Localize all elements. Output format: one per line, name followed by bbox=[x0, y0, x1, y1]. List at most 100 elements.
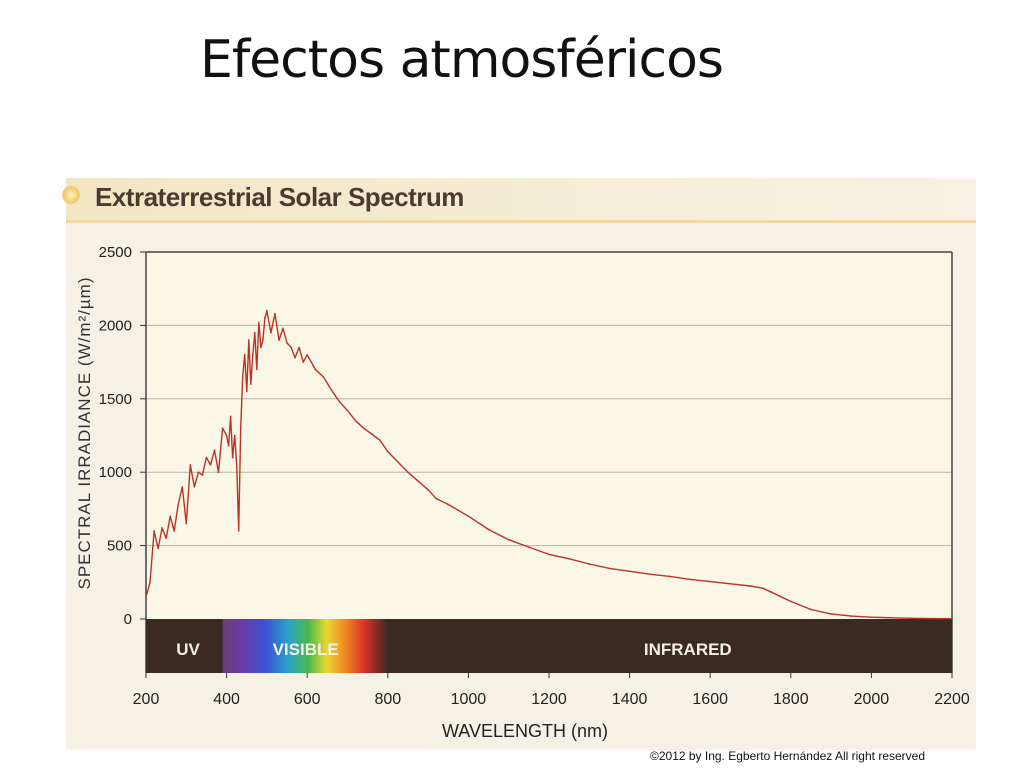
data-point bbox=[850, 615, 853, 617]
data-point bbox=[338, 400, 341, 403]
data-point bbox=[362, 427, 365, 429]
data-point bbox=[237, 530, 240, 532]
data-point bbox=[213, 449, 216, 451]
data-point bbox=[243, 353, 246, 356]
data-point bbox=[262, 339, 264, 341]
data-point bbox=[588, 563, 591, 565]
data-point bbox=[231, 456, 234, 459]
data-point bbox=[189, 464, 192, 466]
data-point bbox=[830, 613, 832, 615]
y-axis-label: SPECTRAL IRRADIANCE (W/m²/µm) bbox=[75, 276, 94, 589]
y-tick-label: 2000 bbox=[99, 317, 132, 334]
data-point bbox=[346, 409, 349, 412]
x-tick-label: 2200 bbox=[934, 691, 970, 708]
data-point bbox=[254, 331, 256, 334]
data-point bbox=[149, 581, 151, 584]
x-tick-label: 1600 bbox=[692, 691, 728, 708]
x-tick-label: 2000 bbox=[854, 691, 890, 708]
data-point bbox=[528, 546, 530, 548]
band-label-visible: VISIBLE bbox=[273, 640, 339, 659]
data-point bbox=[209, 464, 212, 466]
data-point bbox=[173, 530, 176, 532]
data-point bbox=[407, 471, 409, 474]
data-point bbox=[302, 361, 304, 363]
x-tick-label: 800 bbox=[374, 691, 401, 708]
data-point bbox=[890, 617, 893, 619]
y-tick-label: 1000 bbox=[99, 464, 132, 481]
data-point bbox=[229, 415, 232, 418]
data-point bbox=[306, 353, 309, 356]
data-point bbox=[507, 538, 510, 541]
data-point bbox=[608, 567, 611, 570]
data-point bbox=[197, 471, 200, 474]
data-point bbox=[193, 486, 196, 488]
x-tick-label: 200 bbox=[133, 691, 160, 708]
data-point bbox=[282, 327, 284, 330]
data-point bbox=[245, 390, 248, 393]
data-point bbox=[185, 522, 188, 525]
x-axis-label: WAVELENGTH (nm) bbox=[442, 721, 608, 741]
data-point bbox=[221, 427, 224, 429]
data-point bbox=[669, 575, 671, 578]
data-point bbox=[628, 570, 631, 573]
data-point bbox=[298, 346, 300, 349]
data-point bbox=[378, 439, 381, 441]
data-point bbox=[258, 321, 260, 324]
data-point bbox=[161, 527, 163, 529]
data-point bbox=[314, 368, 317, 371]
data-point bbox=[769, 591, 772, 593]
data-point bbox=[290, 346, 292, 349]
data-point bbox=[217, 471, 220, 474]
data-point bbox=[278, 339, 280, 341]
plot-area bbox=[146, 252, 952, 619]
data-point bbox=[270, 331, 272, 334]
chart-title: Extraterrestrial Solar Spectrum bbox=[95, 182, 464, 212]
data-point bbox=[145, 596, 147, 598]
data-point bbox=[910, 617, 913, 620]
data-point bbox=[951, 617, 953, 620]
x-tick-label: 400 bbox=[213, 691, 240, 708]
data-point bbox=[177, 503, 180, 506]
data-point bbox=[322, 375, 325, 378]
data-point bbox=[387, 450, 389, 453]
data-point bbox=[266, 309, 268, 312]
data-point bbox=[256, 368, 258, 371]
x-tick-label: 600 bbox=[294, 691, 321, 708]
data-point bbox=[157, 547, 159, 550]
x-tick-label: 1200 bbox=[531, 691, 567, 708]
slide-title: Efectos atmosféricos bbox=[200, 30, 724, 90]
data-point bbox=[487, 528, 490, 531]
data-point bbox=[447, 503, 450, 506]
data-point bbox=[227, 444, 230, 447]
data-point bbox=[548, 553, 550, 556]
data-point bbox=[169, 515, 171, 518]
data-point bbox=[354, 420, 357, 422]
y-tick-label: 2500 bbox=[99, 244, 132, 261]
copyright-notice: ©2012 by Ing. Egberto Hernández All righ… bbox=[650, 749, 926, 763]
data-point bbox=[330, 389, 333, 391]
data-point bbox=[870, 616, 873, 619]
data-point bbox=[225, 434, 228, 437]
data-point bbox=[729, 582, 732, 585]
data-point bbox=[435, 497, 437, 500]
data-point bbox=[264, 317, 266, 319]
data-point bbox=[810, 608, 812, 611]
y-tick-label: 500 bbox=[107, 538, 132, 555]
band-label-infrared: INFRARED bbox=[644, 640, 732, 659]
data-point bbox=[427, 489, 429, 491]
figure-header bbox=[66, 178, 976, 223]
data-point bbox=[274, 312, 276, 315]
data-point bbox=[294, 356, 296, 359]
x-tick-label: 1800 bbox=[773, 691, 809, 708]
data-point bbox=[931, 617, 933, 620]
data-point bbox=[251, 353, 254, 356]
data-point bbox=[370, 433, 373, 435]
data-point bbox=[241, 375, 244, 378]
data-point bbox=[790, 600, 792, 603]
data-point bbox=[153, 530, 155, 532]
data-point bbox=[249, 383, 252, 385]
data-point bbox=[205, 456, 208, 459]
data-point bbox=[749, 585, 752, 587]
data-point bbox=[260, 346, 262, 349]
